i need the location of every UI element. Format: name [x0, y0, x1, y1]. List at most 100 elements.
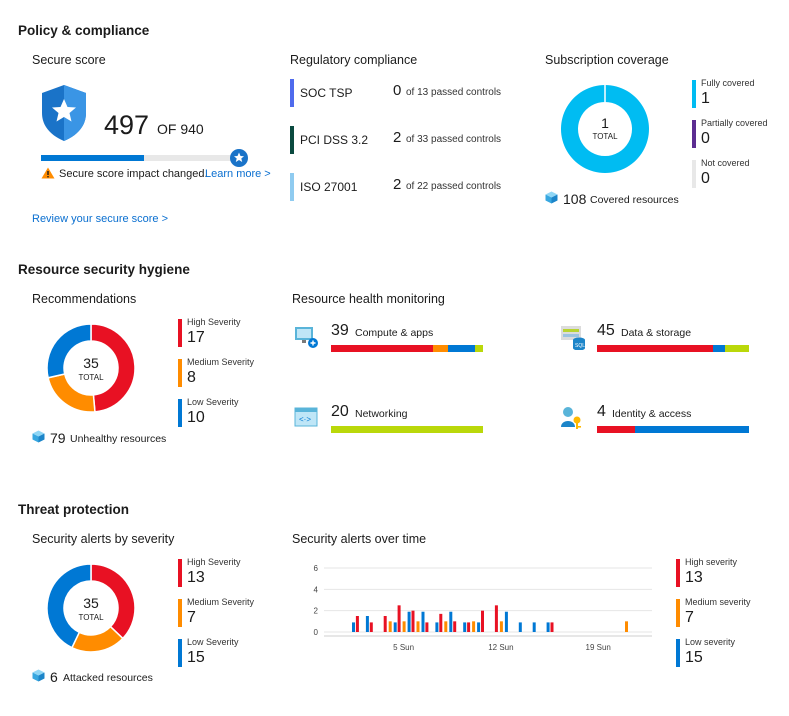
legend-label: Not covered [701, 158, 750, 168]
alert-bar-medium-severity [472, 621, 476, 632]
y-tick-label: 0 [314, 628, 319, 637]
health-bar-segment [475, 345, 483, 352]
regulatory-item[interactable]: ISO 27001 2 of 22 passed controls [290, 173, 530, 201]
regulatory-item-detail: of 33 passed controls [406, 134, 502, 145]
recommendations-donut[interactable] [46, 323, 136, 413]
health-bar-segment [635, 426, 749, 433]
health-item-label[interactable]: Networking [355, 408, 408, 420]
legend-color-bar [676, 559, 680, 587]
alert-bar-high-severity [425, 622, 429, 632]
subscription-coverage-title: Subscription coverage [545, 53, 669, 67]
alert-bar-low-severity [477, 622, 481, 632]
regulatory-item-detail: of 13 passed controls [406, 87, 502, 98]
regulatory-item-color-bar [290, 126, 294, 154]
coverage-slice-fully [560, 85, 649, 173]
regulatory-item[interactable]: PCI DSS 3.2 2 of 33 passed controls [290, 126, 530, 154]
health-item-bar [331, 345, 483, 352]
legend-value: 7 [187, 609, 196, 626]
health-item-count[interactable]: 45 [597, 322, 615, 339]
alert-bar-medium-severity [416, 621, 420, 632]
alerts-over-time-chart[interactable]: 0 2 4 6 5 Sun 12 Sun 19 Sun [300, 558, 660, 660]
health-item-label[interactable]: Identity & access [612, 408, 692, 420]
health-item-label[interactable]: Data & storage [621, 327, 692, 339]
alert-bar-high-severity [369, 622, 373, 632]
y-tick-label: 2 [314, 607, 319, 616]
health-item-bar [331, 426, 483, 433]
x-tick-label: 19 Sun [586, 643, 611, 652]
review-secure-score-link[interactable]: Review your secure score > [32, 213, 169, 225]
section-title-threat: Threat protection [18, 502, 130, 517]
recommendations-total-value: 35 [83, 355, 99, 371]
svg-text:<·>: <·> [299, 415, 311, 424]
coverage-total-value: 1 [601, 115, 609, 131]
identity-key-icon [561, 407, 581, 429]
health-item-label[interactable]: Compute & apps [355, 327, 434, 339]
unhealthy-resources-count: 79 [50, 430, 66, 446]
alert-bar-low-severity [407, 611, 411, 632]
warning-icon [41, 167, 55, 179]
alerts-total-label: TOTAL [78, 613, 104, 622]
alert-bar-high-severity [411, 610, 415, 632]
health-bar-segment [712, 345, 725, 352]
alert-bar-high-severity [481, 610, 484, 632]
alert-bar-low-severity [532, 622, 536, 632]
alert-bar-low-severity [435, 622, 439, 632]
alert-bar-medium-severity [402, 621, 406, 632]
legend-value: 10 [187, 409, 205, 426]
health-item-count[interactable]: 20 [331, 403, 349, 420]
secure-score-value: 497 [104, 110, 150, 140]
regulatory-item-passed: 0 [393, 82, 402, 99]
alert-bar-low-severity [546, 622, 550, 632]
alerts-over-time-title: Security alerts over time [292, 532, 427, 546]
regulatory-item-passed: 2 [393, 129, 402, 146]
alert-bar-low-severity [365, 616, 369, 632]
recommendations-total-label: TOTAL [78, 373, 104, 382]
legend-color-bar [178, 319, 182, 347]
regulatory-item-detail: of 22 passed controls [406, 181, 502, 192]
x-tick-label: 5 Sun [393, 643, 414, 652]
learn-more-link[interactable]: Learn more > [205, 168, 271, 180]
legend-value: 13 [685, 569, 703, 586]
legend-color-bar [178, 599, 182, 627]
rec-slice-low [46, 323, 92, 379]
alert-bar-high-severity [453, 621, 457, 632]
y-tick-label: 6 [314, 564, 319, 573]
legend-value: 7 [685, 609, 694, 626]
regulatory-compliance-title: Regulatory compliance [290, 53, 418, 67]
resource-health-title: Resource health monitoring [292, 292, 445, 306]
svg-text:SQL: SQL [575, 343, 585, 349]
secure-score-warning-text: Secure score impact changed. [59, 168, 208, 180]
health-item-count[interactable]: 39 [331, 322, 349, 339]
cube-icon [545, 191, 558, 204]
legend-value: 17 [187, 329, 205, 346]
regulatory-item-name: SOC TSP [300, 86, 353, 100]
health-bar-segment [724, 345, 749, 352]
legend-color-bar [692, 160, 696, 188]
alert-bar-medium-severity [499, 621, 503, 632]
alert-bar-low-severity [518, 622, 522, 632]
alerts-total-value: 35 [83, 595, 99, 611]
section-title-hygiene: Resource security hygiene [18, 262, 190, 277]
sql-storage-icon: SQL [561, 326, 585, 350]
legend-value: 15 [187, 649, 205, 666]
compute-icon [295, 327, 318, 348]
alert-bar-low-severity [352, 622, 355, 632]
alerts-by-severity-title: Security alerts by severity [32, 532, 175, 546]
cube-icon [32, 430, 45, 443]
alert-bar-high-severity [550, 622, 554, 632]
alert-bar-high-severity [494, 605, 498, 632]
legend-value: 8 [187, 369, 196, 386]
health-item-count[interactable]: 4 [597, 403, 606, 420]
shield-star-icon [42, 85, 86, 141]
legend-label: Medium Severity [187, 597, 255, 607]
legend-label: Partially covered [701, 118, 768, 128]
rec-slice-high [90, 323, 136, 413]
attacked-resources-count: 6 [50, 669, 58, 685]
health-item-bar [597, 426, 749, 433]
alerts-severity-donut[interactable] [46, 563, 136, 653]
health-bar-segment [331, 345, 433, 352]
legend-color-bar [692, 120, 696, 148]
alerts-slice-medium [70, 625, 124, 653]
regulatory-item[interactable]: SOC TSP 0 of 13 passed controls [290, 79, 530, 107]
alert-bar-medium-severity [444, 621, 448, 632]
